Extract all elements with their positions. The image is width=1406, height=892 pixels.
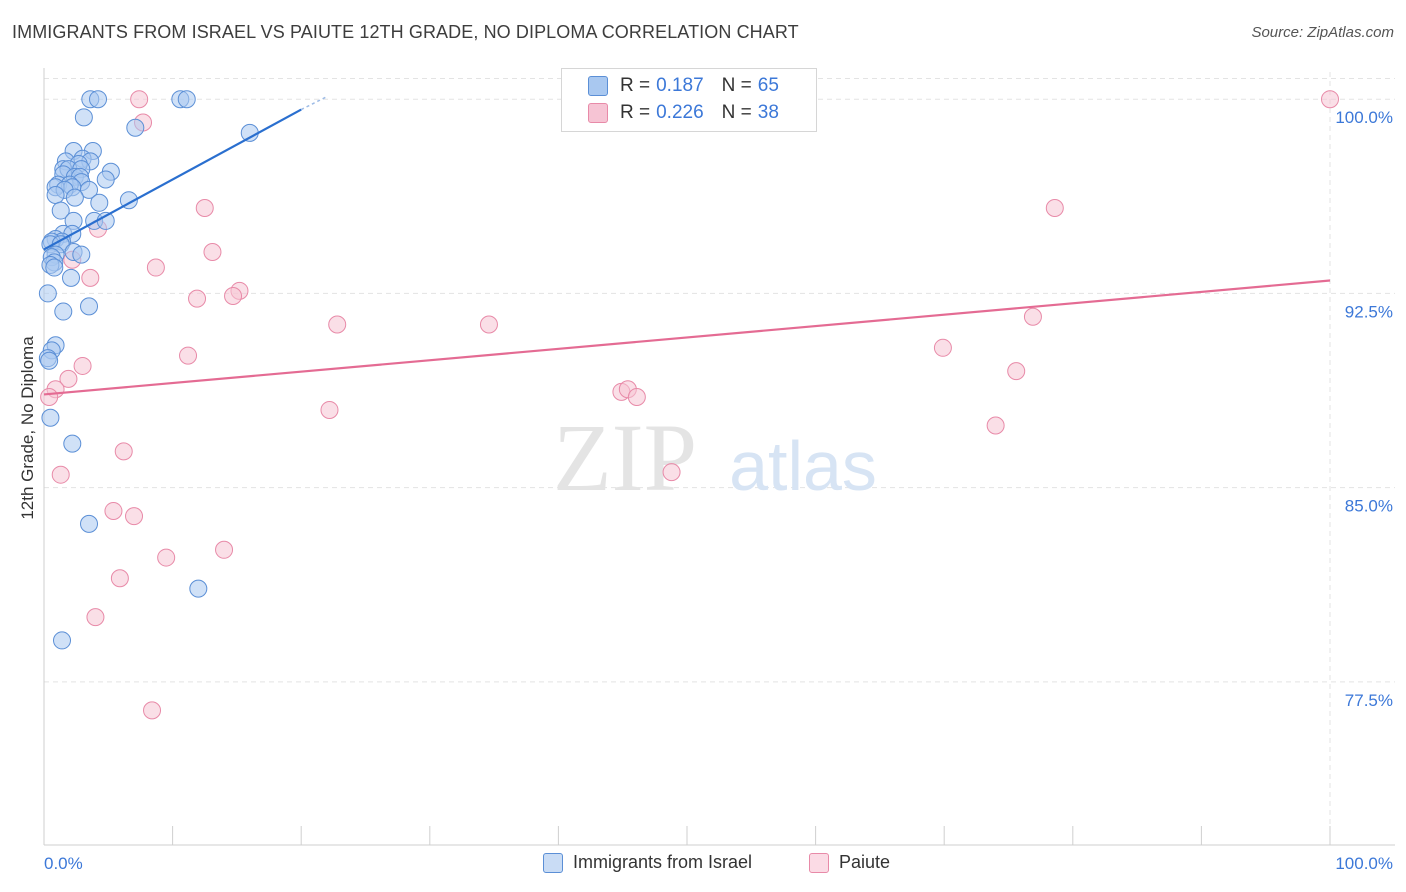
- legend-n-value: 65: [757, 75, 779, 96]
- paiute-point: [110, 569, 129, 588]
- israel-point: [53, 631, 72, 650]
- y-axis-label: 12th Grade, No Diploma: [18, 336, 37, 520]
- paiute-points: [40, 90, 1339, 720]
- israel-point: [63, 434, 82, 453]
- bottom-legend-label: Paiute: [839, 852, 891, 872]
- paiute-point: [627, 388, 646, 407]
- paiute-point: [125, 507, 144, 526]
- israel-point: [72, 245, 91, 264]
- israel-point: [96, 170, 115, 189]
- y-tick-label: 100.0%: [1335, 108, 1393, 127]
- bottom-legend-swatch-blue: [543, 852, 563, 873]
- israel-point: [80, 297, 99, 316]
- x-tick-label: 0.0%: [44, 854, 83, 873]
- axis-layer: [43, 68, 1395, 846]
- israel-point: [46, 186, 65, 205]
- bottom-legend: Immigrants from Israel Paiute: [0, 852, 1406, 876]
- israel-point: [62, 268, 81, 287]
- israel-point: [38, 284, 57, 303]
- watermark-atlas: atlas: [729, 427, 877, 505]
- y-tick-label: 85.0%: [1345, 497, 1393, 516]
- paiute-point: [203, 242, 222, 261]
- trend-layer: [43, 95, 1331, 396]
- paiute-point: [479, 315, 498, 334]
- paiute-point: [188, 289, 207, 308]
- israel-point: [90, 193, 109, 212]
- israel-point: [177, 90, 196, 109]
- paiute-point: [40, 388, 59, 407]
- israel-point: [65, 188, 84, 207]
- paiute-point: [224, 287, 243, 306]
- israel-point: [54, 302, 73, 321]
- legend-n-label: N =: [721, 102, 752, 123]
- source-label: Source: ZipAtlas.com: [1251, 24, 1394, 41]
- paiute-point: [143, 701, 162, 720]
- paiute-point: [1321, 90, 1339, 109]
- y-tick-label: 92.5%: [1345, 302, 1393, 321]
- x-tick-label: 100.0%: [1335, 854, 1393, 873]
- israel-point: [240, 123, 259, 142]
- bottom-legend-swatch-pink: [809, 852, 829, 873]
- israel-points: [38, 90, 259, 650]
- legend-n-value: 38: [757, 102, 779, 123]
- paiute-point: [933, 338, 952, 357]
- israel-point: [80, 180, 99, 199]
- paiute-point: [157, 548, 176, 567]
- legend-swatch-pink: [588, 103, 608, 123]
- bottom-legend-paiute[interactable]: Paiute: [809, 852, 890, 873]
- israel-point: [126, 118, 145, 137]
- grid-layer: [44, 72, 1395, 845]
- israel-trend-line: [43, 108, 302, 251]
- israel-point: [41, 408, 60, 427]
- paiute-point: [146, 258, 165, 277]
- israel-point: [80, 514, 99, 533]
- israel-point: [189, 579, 208, 598]
- bottom-legend-label: Immigrants from Israel: [573, 852, 753, 872]
- paiute-point: [114, 442, 133, 461]
- paiute-point: [179, 346, 198, 365]
- legend-n-label: N =: [721, 75, 752, 96]
- watermark-zip: ZIP: [553, 404, 697, 511]
- y-tick-label: 77.5%: [1345, 691, 1393, 710]
- y-axis-label-wrap: 12th Grade, No Diploma: [16, 280, 40, 580]
- paiute-point: [86, 608, 105, 627]
- legend-r-label: R =: [620, 102, 651, 123]
- legend-row-paiute: R = 0.226 N = 38: [588, 100, 785, 126]
- paiute-point: [81, 268, 100, 287]
- paiute-point: [73, 356, 92, 375]
- paiute-point: [1045, 198, 1064, 217]
- israel-point: [51, 201, 70, 220]
- paiute-point: [104, 501, 123, 520]
- paiute-point: [195, 198, 214, 217]
- legend-row-israel: R = 0.187 N = 65: [588, 73, 785, 99]
- x-tick-labels: 0.0% 100.0%: [44, 854, 1393, 873]
- paiute-point: [1007, 362, 1026, 381]
- paiute-point: [662, 463, 681, 482]
- paiute-point: [51, 465, 70, 484]
- legend-r-value: 0.226: [656, 102, 704, 123]
- correlation-legend: R = 0.187 N = 65 R = 0.226 N = 38: [561, 68, 817, 132]
- israel-point: [74, 108, 93, 127]
- paiute-point: [320, 400, 339, 419]
- paiute-point: [1023, 307, 1042, 326]
- paiute-point: [59, 369, 78, 388]
- paiute-point: [328, 315, 347, 334]
- israel-point: [40, 351, 59, 370]
- paiute-trend-line: [43, 279, 1331, 396]
- israel-point: [89, 90, 108, 109]
- legend-r-label: R =: [620, 75, 651, 96]
- paiute-point: [986, 416, 1005, 435]
- chart-title: IMMIGRANTS FROM ISRAEL VS PAIUTE 12TH GR…: [12, 22, 799, 42]
- legend-r-value: 0.187: [656, 75, 704, 96]
- y-tick-labels: 100.0% 92.5% 85.0% 77.5%: [1335, 108, 1393, 710]
- legend-swatch-blue: [588, 76, 608, 96]
- bottom-legend-israel[interactable]: Immigrants from Israel: [543, 852, 752, 873]
- israel-point: [45, 258, 64, 277]
- paiute-point: [215, 540, 234, 559]
- israel-trend-extension: [300, 95, 328, 111]
- paiute-point: [130, 90, 149, 109]
